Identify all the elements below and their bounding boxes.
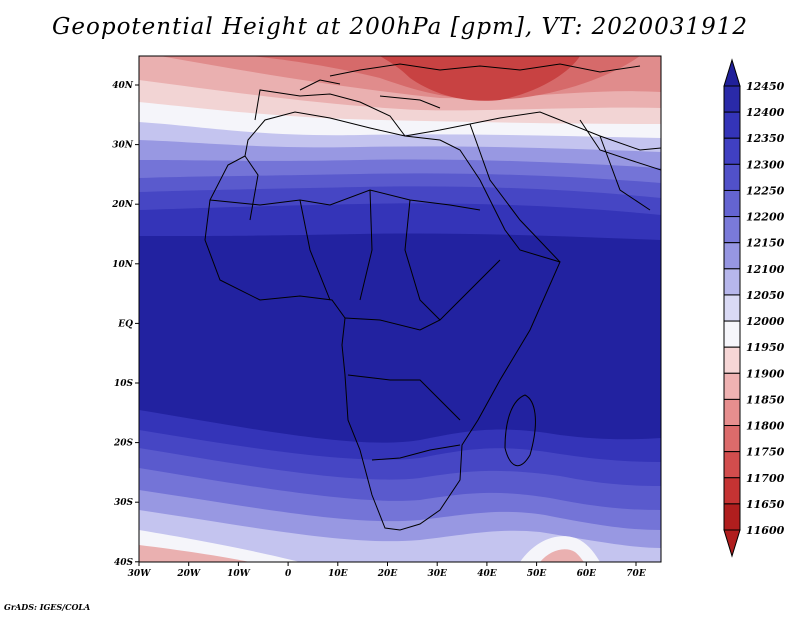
lon-tick-label: 20E (377, 569, 398, 579)
height-field (139, 56, 661, 562)
longitude-axis: 30W 20W 10W 0 10E 20E 30E 40E 50E 60E 70E (128, 562, 646, 579)
colorbar-swatch (723, 163, 741, 191)
colorbar-label: 12350 (746, 132, 785, 145)
colorbar: 12450 12400 12350 12300 12250 12200 12150 12100… (723, 58, 785, 558)
colorbar-swatch (723, 503, 741, 531)
colorbar-label: 11850 (746, 393, 785, 406)
lon-tick-label: 50E (527, 569, 547, 579)
lat-tick-label: 10N (112, 260, 134, 270)
lon-tick-label: 30W (128, 569, 152, 579)
colorbar-swatch (723, 425, 741, 453)
colorbar-swatch (723, 477, 741, 505)
colorbar-swatch (723, 189, 741, 218)
colorbar-swatch (723, 216, 741, 244)
colorbar-label: 11600 (746, 524, 785, 537)
lat-tick-label: 30S (114, 498, 134, 508)
colorbar-swatch (723, 268, 741, 296)
lon-tick-label: 30E (428, 569, 448, 579)
colorbar-top-arrow (723, 58, 741, 87)
colorbar-swatch (723, 294, 741, 322)
colorbar-swatch (723, 137, 741, 165)
lon-tick-label: 20W (176, 569, 201, 579)
lon-tick-label: 40E (477, 569, 497, 579)
lat-tick-label: 10S (114, 379, 134, 389)
colorbar-label: 12050 (746, 289, 785, 302)
colorbar-swatch (723, 451, 741, 479)
latitude-axis: 40N 30N 20N 10N EQ 10S 20S 30S 40S (111, 81, 139, 568)
colorbar-label: 11900 (746, 367, 785, 380)
colorbar-bottom-arrow (723, 529, 741, 558)
colorbar-label: 12100 (746, 263, 785, 276)
colorbar-label: 11650 (746, 498, 785, 511)
map-title: Geopotential Height at 200hPa [gpm], VT:… (52, 14, 748, 40)
colorbar-swatch (723, 85, 741, 113)
colorbar-label: 12250 (746, 184, 785, 197)
lon-tick-label: 10W (227, 569, 251, 579)
lat-tick-label: 20N (111, 200, 134, 210)
colorbar-label: 12400 (746, 106, 785, 119)
lon-tick-label: 60E (577, 569, 597, 579)
country-borders (204, 63, 661, 531)
lat-tick-label: 30N (112, 141, 134, 151)
plot-frame (138, 55, 662, 563)
colorbar-label: 12300 (746, 158, 785, 171)
colorbar-swatch (723, 372, 741, 400)
lon-tick-label: 0 (285, 569, 292, 579)
lat-tick-label: EQ (117, 319, 133, 329)
colorbar-label: 11700 (746, 472, 785, 485)
colorbar-label: 11800 (746, 420, 785, 433)
colorbar-swatch (723, 346, 741, 374)
colorbar-swatch (723, 320, 741, 348)
lat-tick-label: 40S (114, 558, 134, 568)
colorbar-swatch (723, 111, 741, 139)
lon-tick-label: 10E (328, 569, 348, 579)
colorbar-label: 12450 (746, 80, 785, 93)
lat-tick-label: 20S (113, 439, 134, 449)
lon-tick-label: 70E (626, 569, 646, 579)
colorbar-label: 11750 (746, 446, 785, 459)
colorbar-swatch (723, 398, 741, 427)
colorbar-label: 12150 (746, 237, 785, 250)
colorbar-swatch (723, 242, 741, 270)
credit-footer: GrADS: IGES/COLA (4, 602, 91, 612)
colorbar-label: 12200 (746, 211, 785, 224)
colorbar-label: 11950 (746, 341, 785, 354)
lat-tick-label: 40N (112, 81, 134, 91)
colorbar-label: 12000 (746, 315, 785, 328)
